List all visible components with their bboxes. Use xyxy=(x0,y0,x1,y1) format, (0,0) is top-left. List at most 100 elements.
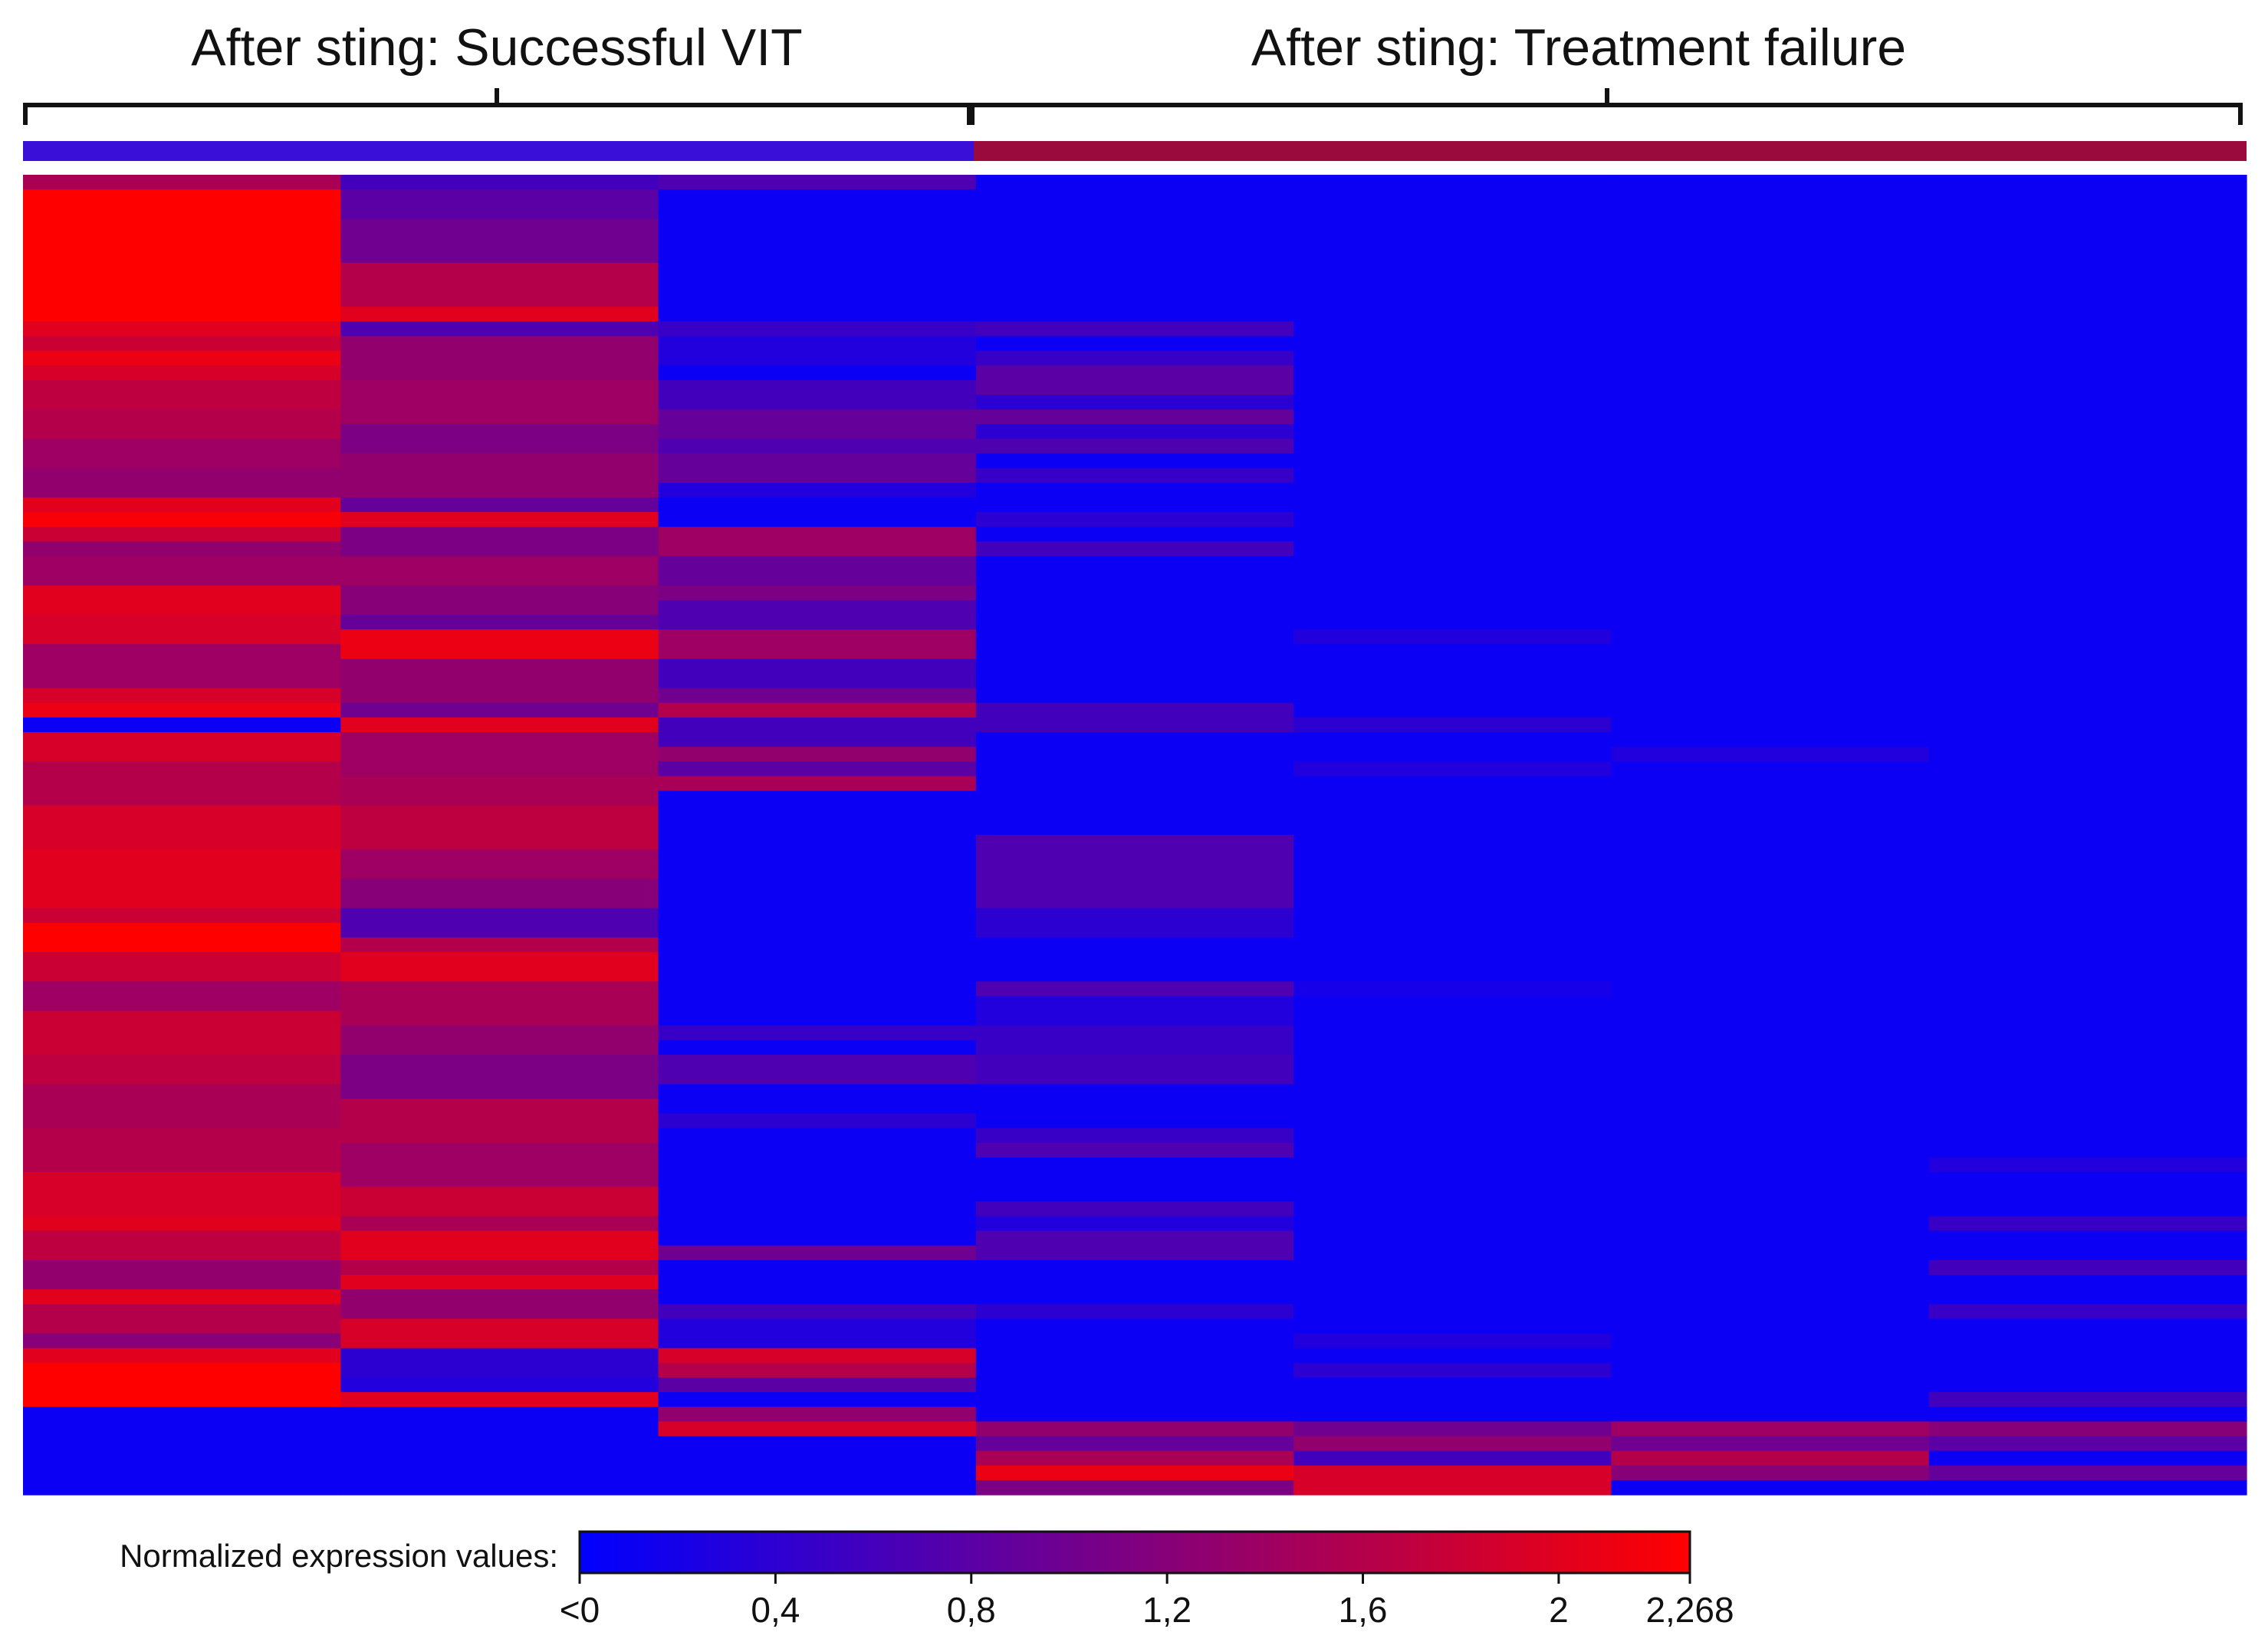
heatmap-cell-F1-r0 xyxy=(975,175,1294,190)
heatmap-cell-F2-r85 xyxy=(1293,1421,1612,1437)
heatmap-cell-S2-r68 xyxy=(340,1172,659,1187)
heatmap-cell-S2-r69 xyxy=(340,1187,659,1202)
heatmap-cell-S2-r70 xyxy=(340,1201,659,1217)
heatmap-cell-F4-r64 xyxy=(1928,1113,2247,1129)
heatmap-cell-F3-r52 xyxy=(1611,937,1930,953)
heatmap-cell-F3-r7 xyxy=(1611,277,1930,293)
heatmap-cell-F1-r85 xyxy=(975,1421,1294,1437)
heatmap-cell-F1-r57 xyxy=(975,1010,1294,1026)
heatmap-cell-F2-r56 xyxy=(1293,996,1612,1012)
legend-tick-label-3: 1,2 xyxy=(1142,1590,1192,1630)
heatmap-cell-F4-r47 xyxy=(1928,864,2247,879)
heatmap-cell-S2-r62 xyxy=(340,1084,659,1099)
heatmap-cell-F4-r67 xyxy=(1928,1157,2247,1173)
heatmap-cell-S3-r58 xyxy=(658,1025,977,1041)
heatmap-cell-S3-r53 xyxy=(658,952,977,967)
heatmap-cell-S1-r9 xyxy=(23,307,341,322)
heatmap-cell-S1-r57 xyxy=(23,1010,341,1026)
heatmap-cell-S1-r88 xyxy=(23,1465,341,1481)
heatmap-cell-S2-r59 xyxy=(340,1039,659,1056)
heatmap-cell-S1-r71 xyxy=(23,1216,341,1232)
heatmap-cell-F3-r4 xyxy=(1611,233,1930,249)
bracket-treatment-failure xyxy=(970,88,2243,125)
heatmap-cell-S2-r27 xyxy=(340,570,659,586)
heatmap-cell-S2-r75 xyxy=(340,1275,659,1290)
heatmap-cell-F4-r81 xyxy=(1928,1362,2247,1378)
heatmap-cell-F3-r22 xyxy=(1611,497,1930,513)
heatmap-cell-S2-r82 xyxy=(340,1377,659,1393)
heatmap-cell-F1-r47 xyxy=(975,864,1294,879)
heatmap-cell-F3-r0 xyxy=(1611,175,1930,190)
heatmap-cell-S3-r75 xyxy=(658,1275,977,1290)
heatmap-cell-F1-r14 xyxy=(975,379,1294,396)
heatmap-cell-S2-r13 xyxy=(340,365,659,381)
heatmap-cell-S1-r20 xyxy=(23,468,341,484)
heatmap-cell-F3-r50 xyxy=(1611,908,1930,924)
heatmap-cell-F4-r63 xyxy=(1928,1098,2247,1115)
heatmap-cell-S3-r62 xyxy=(658,1084,977,1099)
heatmap-cell-S2-r38 xyxy=(340,732,659,747)
heatmap-cell-S3-r33 xyxy=(658,658,977,675)
heatmap-cell-F2-r86 xyxy=(1293,1436,1612,1452)
group-brackets xyxy=(23,88,2243,125)
heatmap-cell-F3-r48 xyxy=(1611,878,1930,895)
heatmap-cell-S3-r17 xyxy=(658,424,977,439)
heatmap-cell-F2-r0 xyxy=(1293,175,1612,190)
heatmap-cell-F3-r6 xyxy=(1611,262,1930,278)
heatmap-cell-S3-r19 xyxy=(658,453,977,469)
heatmap-cell-F4-r60 xyxy=(1928,1055,2247,1070)
heatmap-cell-S2-r0 xyxy=(340,175,659,190)
heatmap-cell-S3-r64 xyxy=(658,1113,977,1129)
heatmap-cell-S1-r8 xyxy=(23,292,341,307)
heatmap-cell-S1-r63 xyxy=(23,1098,341,1115)
heatmap-cell-S1-r72 xyxy=(23,1230,341,1246)
heatmap-cell-S3-r77 xyxy=(658,1304,977,1319)
heatmap-cell-F3-r45 xyxy=(1611,835,1930,850)
heatmap-cell-S3-r7 xyxy=(658,277,977,293)
heatmap-cell-F2-r73 xyxy=(1293,1245,1612,1261)
heatmap-cell-S3-r38 xyxy=(658,732,977,747)
heatmap-cell-F2-r71 xyxy=(1293,1216,1612,1232)
heatmap-cell-F1-r26 xyxy=(975,556,1294,572)
heatmap-cell-F4-r39 xyxy=(1928,747,2247,762)
heatmap-cell-F1-r64 xyxy=(975,1113,1294,1129)
heatmap-cell-F4-r55 xyxy=(1928,981,2247,997)
heatmap-cell-F3-r3 xyxy=(1611,218,1930,235)
heatmap-cell-S2-r8 xyxy=(340,292,659,307)
heatmap-cells xyxy=(23,175,2247,1496)
heatmap-cell-F3-r54 xyxy=(1611,967,1930,982)
heatmap-cell-F2-r88 xyxy=(1293,1465,1612,1481)
heatmap-cell-S3-r85 xyxy=(658,1421,977,1437)
heatmap-cell-F1-r81 xyxy=(975,1362,1294,1378)
heatmap-cell-S3-r44 xyxy=(658,819,977,836)
heatmap-cell-F3-r57 xyxy=(1611,1010,1930,1026)
heatmap-cell-F2-r48 xyxy=(1293,878,1612,895)
heatmap-cell-F3-r88 xyxy=(1611,1465,1930,1481)
heatmap-cell-F3-r1 xyxy=(1611,189,1930,205)
heatmap-cell-S3-r78 xyxy=(658,1319,977,1335)
heatmap-cell-F4-r36 xyxy=(1928,702,2247,718)
heatmap-cell-S2-r39 xyxy=(340,747,659,762)
heatmap-cell-S2-r80 xyxy=(340,1348,659,1364)
heatmap-cell-F3-r73 xyxy=(1611,1245,1930,1261)
heatmap-cell-F3-r81 xyxy=(1611,1362,1930,1378)
heatmap-cell-F3-r74 xyxy=(1611,1259,1930,1276)
heatmap-cell-F1-r55 xyxy=(975,981,1294,997)
heatmap-cell-F3-r65 xyxy=(1611,1128,1930,1144)
heatmap-cell-F1-r48 xyxy=(975,878,1294,895)
group-bar-treatment-failure xyxy=(974,141,2247,161)
heatmap-cell-F2-r11 xyxy=(1293,336,1612,352)
heatmap-cell-F2-r64 xyxy=(1293,1113,1612,1129)
heatmap-cell-S3-r60 xyxy=(658,1055,977,1070)
heatmap-cell-F2-r9 xyxy=(1293,307,1612,322)
heatmap-cell-S1-r14 xyxy=(23,379,341,396)
heatmap-cell-S1-r61 xyxy=(23,1069,341,1085)
heatmap-cell-S2-r35 xyxy=(340,688,659,704)
heatmap-cell-F1-r15 xyxy=(975,395,1294,410)
heatmap-cell-F1-r4 xyxy=(975,233,1294,249)
heatmap-cell-F3-r79 xyxy=(1611,1333,1930,1349)
heatmap-cell-F3-r19 xyxy=(1611,453,1930,469)
heatmap-cell-F2-r46 xyxy=(1293,849,1612,865)
heatmap-cell-F4-r14 xyxy=(1928,379,2247,396)
heatmap-cell-F3-r17 xyxy=(1611,424,1930,439)
